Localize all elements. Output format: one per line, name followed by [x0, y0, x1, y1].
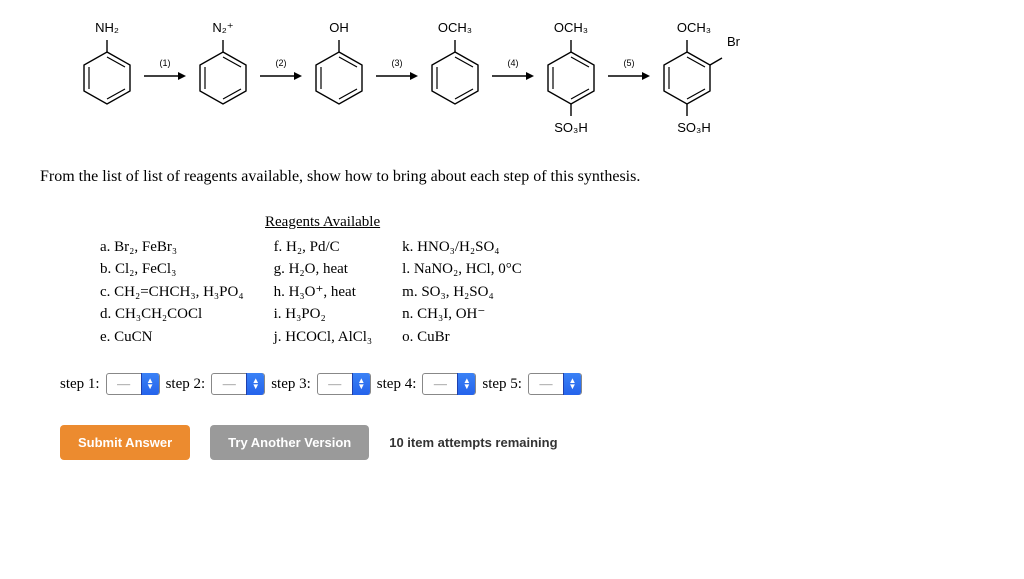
reagent-f: f. H₂, Pd/C — [274, 236, 373, 259]
step1-value: — — [107, 376, 141, 392]
step1-label: step 1: — [60, 376, 100, 393]
step5-value: — — [529, 376, 563, 392]
try-another-button[interactable]: Try Another Version — [210, 425, 369, 460]
spinner-icon[interactable]: ▲▼ — [246, 373, 264, 395]
arrow-5: (5) — [608, 20, 650, 82]
button-row: Submit Answer Try Another Version 10 ite… — [60, 425, 984, 460]
arrow-2: (2) — [260, 20, 302, 82]
step2-label: step 2: — [166, 376, 206, 393]
benzene-br-icon — [660, 40, 728, 118]
attempts-remaining: 10 item attempts remaining — [389, 435, 557, 450]
benzene-icon — [544, 40, 598, 118]
mol5-bottom: SO₃H — [554, 120, 587, 138]
arrow5-label: (5) — [624, 58, 635, 68]
reaction-scheme: NH₂ . (1) N₂⁺ . (2) OH — [80, 20, 984, 138]
reagents-col-f: f. H₂, Pd/C g. H₂O, heat h. H₃O⁺, heat i… — [274, 236, 373, 349]
arrow-3: (3) — [376, 20, 418, 82]
reagent-i: i. H₃PO₂ — [274, 303, 373, 326]
arrow-icon — [260, 70, 302, 82]
arrow2-label: (2) — [276, 58, 287, 68]
question-prompt: From the list of list of reagents availa… — [40, 168, 984, 186]
molecule-4: OCH₃ . — [428, 20, 482, 126]
mol6-right: Br — [727, 34, 740, 49]
reagents-title: Reagents Available — [265, 211, 984, 234]
steps-row: step 1: — ▲▼ step 2: — ▲▼ step 3: — ▲▼ s… — [60, 373, 984, 395]
benzene-icon — [312, 40, 366, 106]
mol3-top: OH — [329, 20, 349, 38]
step2-value: — — [212, 376, 246, 392]
reagent-g: g. H₂O, heat — [274, 258, 373, 281]
reagents-col-a: a. Br₂, FeBr₃ b. Cl₂, FeCl₃ c. CH₂=CHCH₃… — [100, 236, 244, 349]
reagents-block: Reagents Available a. Br₂, FeBr₃ b. Cl₂,… — [100, 211, 984, 348]
mol5-top: OCH₃ — [554, 20, 588, 38]
arrow1-label: (1) — [160, 58, 171, 68]
reagent-l: l. NaNO₂, HCl, 0°C — [402, 258, 522, 281]
reagent-h: h. H₃O⁺, heat — [274, 281, 373, 304]
step4-label: step 4: — [377, 376, 417, 393]
step3-select[interactable]: — ▲▼ — [317, 373, 371, 395]
spinner-icon[interactable]: ▲▼ — [563, 373, 581, 395]
molecule-2: N₂⁺ . — [196, 20, 250, 126]
mol6-bottom: SO₃H — [677, 120, 710, 138]
step1-select[interactable]: — ▲▼ — [106, 373, 160, 395]
benzene-icon — [196, 40, 250, 106]
step2-select[interactable]: — ▲▼ — [211, 373, 265, 395]
step5-select[interactable]: — ▲▼ — [528, 373, 582, 395]
reagent-j: j. HCOCl, AlCl₃ — [274, 326, 373, 349]
spinner-icon[interactable]: ▲▼ — [457, 373, 475, 395]
mol4-top: OCH₃ — [438, 20, 472, 38]
arrow-icon — [492, 70, 534, 82]
arrow-icon — [376, 70, 418, 82]
spinner-icon[interactable]: ▲▼ — [141, 373, 159, 395]
reagent-m: m. SO₃, H₂SO₄ — [402, 281, 522, 304]
molecule-6: OCH₃ Br SO₃H — [660, 20, 728, 138]
step5-label: step 5: — [482, 376, 522, 393]
arrow-4: (4) — [492, 20, 534, 82]
molecule-1: NH₂ . — [80, 20, 134, 126]
arrow-icon — [144, 70, 186, 82]
reagent-k: k. HNO₃/H₂SO₄ — [402, 236, 522, 259]
reagents-col-k: k. HNO₃/H₂SO₄ l. NaNO₂, HCl, 0°C m. SO₃,… — [402, 236, 522, 349]
step3-label: step 3: — [271, 376, 311, 393]
mol6-top: OCH₃ — [677, 20, 711, 38]
step4-select[interactable]: — ▲▼ — [422, 373, 476, 395]
arrow-1: (1) — [144, 20, 186, 82]
arrow4-label: (4) — [508, 58, 519, 68]
reagent-o: o. CuBr — [402, 326, 522, 349]
benzene-icon — [80, 40, 134, 106]
molecule-3: OH . — [312, 20, 366, 126]
mol1-top: NH₂ — [95, 20, 119, 38]
arrow-icon — [608, 70, 650, 82]
step4-value: — — [423, 376, 457, 392]
benzene-icon — [428, 40, 482, 106]
mol2-top: N₂⁺ — [212, 20, 233, 38]
reagent-n: n. CH₃I, OH⁻ — [402, 303, 522, 326]
reagent-a: a. Br₂, FeBr₃ — [100, 236, 244, 259]
step3-value: — — [318, 376, 352, 392]
molecule-5: OCH₃ SO₃H — [544, 20, 598, 138]
spinner-icon[interactable]: ▲▼ — [352, 373, 370, 395]
reagent-e: e. CuCN — [100, 326, 244, 349]
reagent-c: c. CH₂=CHCH₃, H₃PO₄ — [100, 281, 244, 304]
submit-button[interactable]: Submit Answer — [60, 425, 190, 460]
reagent-b: b. Cl₂, FeCl₃ — [100, 258, 244, 281]
arrow3-label: (3) — [392, 58, 403, 68]
reagent-d: d. CH₃CH₂COCl — [100, 303, 244, 326]
